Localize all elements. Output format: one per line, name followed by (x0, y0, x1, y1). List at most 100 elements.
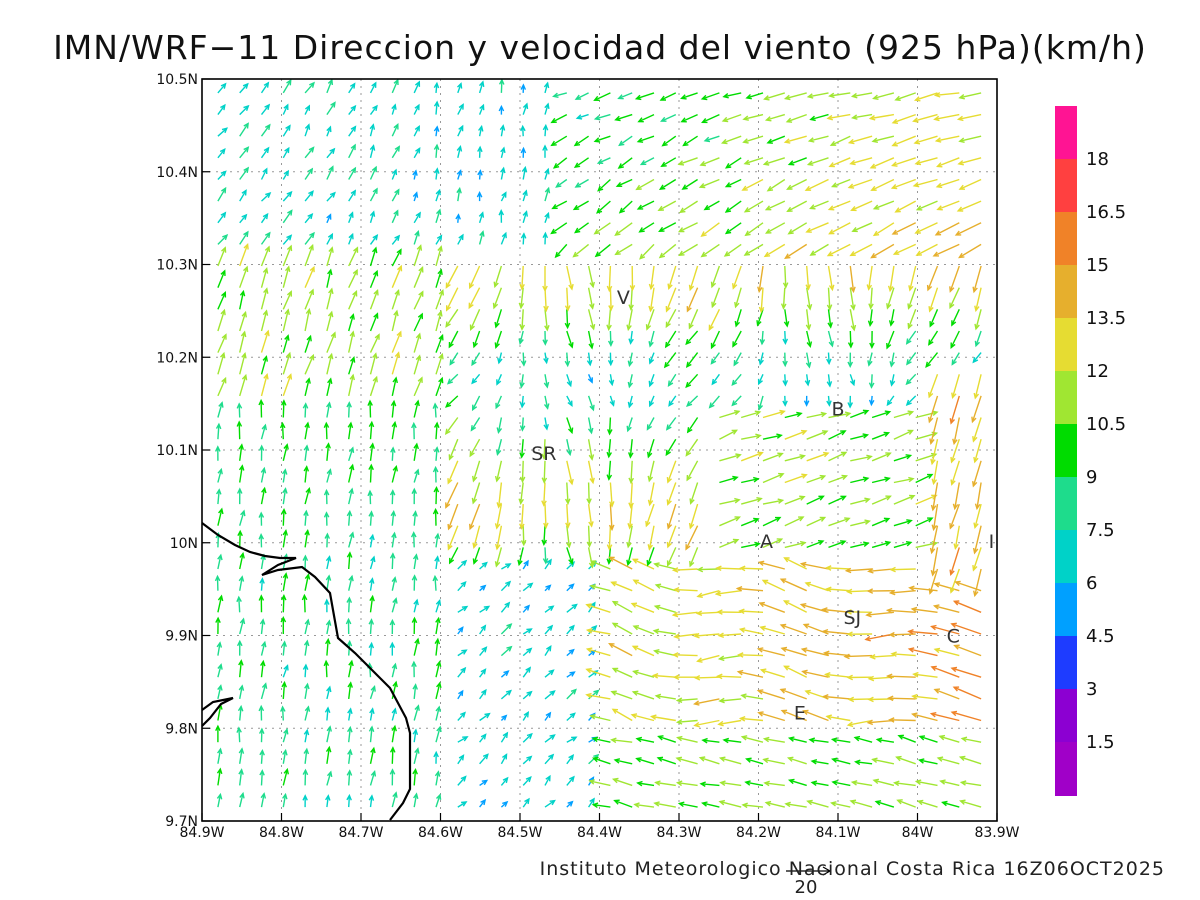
wind-vector (282, 265, 291, 288)
wind-vector (574, 92, 589, 100)
wind-vector (784, 411, 803, 419)
wind-vector (952, 417, 960, 446)
wind-vector (479, 668, 487, 678)
wind-vector (389, 552, 396, 570)
wind-vector (326, 331, 336, 353)
wind-vector (260, 167, 268, 180)
wind-vector (501, 563, 512, 570)
wind-vector (282, 373, 293, 397)
wind-vector (369, 685, 376, 700)
wind-vector (711, 287, 721, 309)
wind-vector (828, 157, 851, 168)
wind-vector (956, 113, 982, 122)
wind-vector (217, 401, 224, 418)
wind-vector (346, 551, 353, 570)
wind-vector (282, 146, 290, 159)
wind-vector (826, 243, 851, 257)
wind-vector (653, 562, 676, 570)
wind-vector (627, 374, 634, 389)
wind-vector (618, 200, 633, 214)
wind-vector (933, 688, 960, 700)
wind-vector (696, 654, 720, 663)
wind-vector (326, 125, 332, 137)
wind-vector (665, 308, 677, 329)
wind-vector (617, 92, 633, 100)
wind-vector (594, 243, 611, 258)
wind-vector (259, 577, 265, 591)
wind-vector (889, 374, 896, 387)
reference-vector: 20 (786, 866, 832, 898)
wind-vector (495, 525, 503, 551)
wind-vector (391, 309, 399, 332)
wind-vector (217, 684, 223, 700)
wind-vector (742, 135, 764, 144)
wind-vector (733, 352, 742, 367)
wind-vector (544, 690, 556, 700)
wind-vector (258, 594, 265, 613)
wind-vector (348, 290, 358, 310)
wind-vector (259, 749, 265, 764)
wind-vector (519, 265, 525, 291)
wind-vector (566, 603, 578, 613)
wind-vector (304, 288, 314, 310)
wind-vector (724, 178, 742, 188)
wind-vector (468, 287, 481, 310)
wind-vector (806, 92, 829, 99)
wind-vector (660, 113, 677, 122)
wind-vector (282, 169, 290, 180)
wind-vector (543, 287, 549, 313)
colorbar-label: 15 (1086, 255, 1109, 276)
wind-vector (847, 352, 854, 368)
wind-vector (628, 482, 634, 509)
wind-vector (928, 568, 939, 595)
wind-vector (949, 287, 960, 310)
wind-vector (302, 402, 309, 418)
wind-vector (543, 417, 549, 431)
wind-vector (800, 647, 829, 657)
wind-vector (413, 442, 419, 461)
place-label: B (831, 398, 844, 420)
wind-vector (302, 794, 308, 808)
wind-vector (925, 352, 939, 368)
wind-vector (304, 123, 311, 137)
wind-vector (703, 200, 720, 211)
wind-vector (236, 420, 243, 440)
wind-vector (279, 421, 286, 440)
wind-vector (468, 265, 481, 290)
wind-vector (348, 166, 357, 180)
wind-vector (435, 245, 443, 267)
wind-vector (606, 439, 612, 459)
y-tick-label: 10.4N (156, 165, 198, 181)
wind-vector (544, 211, 550, 224)
wind-vector (645, 309, 655, 331)
wind-vector (828, 495, 847, 505)
wind-vector (806, 287, 813, 311)
wind-vector (871, 495, 892, 505)
wind-vector (665, 287, 677, 313)
wind-vector (871, 135, 895, 143)
wind-vector (889, 352, 895, 368)
wind-vector (326, 246, 334, 267)
colorbar-swatch (1055, 371, 1077, 425)
wind-vector (566, 374, 572, 388)
wind-vector (325, 442, 331, 461)
wind-vector (926, 265, 939, 292)
wind-vector (631, 558, 655, 570)
wind-vector (566, 800, 574, 808)
wind-vector (587, 460, 595, 485)
wind-vector (260, 329, 270, 353)
wind-vector (457, 581, 467, 592)
wind-vector (720, 135, 742, 145)
wind-vector (784, 495, 806, 505)
wind-vector (566, 688, 577, 700)
wind-vector (432, 465, 439, 483)
wind-vector (413, 146, 421, 159)
wind-vector (872, 222, 895, 237)
wind-vector (326, 78, 333, 94)
wind-vector (280, 593, 287, 613)
wind-vector (785, 113, 807, 123)
wind-vector (448, 547, 459, 565)
colorbar-swatch (1055, 212, 1077, 266)
wind-vector (804, 581, 829, 592)
wind-vector (457, 82, 463, 94)
